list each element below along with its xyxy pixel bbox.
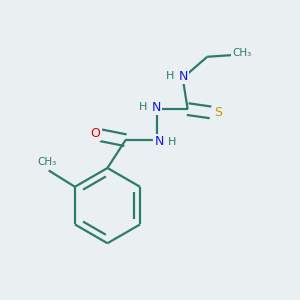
Text: H: H [165, 71, 174, 81]
Text: N: N [152, 101, 161, 114]
Text: N: N [179, 70, 188, 83]
Text: H: H [168, 137, 176, 147]
Text: N: N [154, 135, 164, 148]
Text: H: H [139, 103, 148, 112]
Text: CH₃: CH₃ [38, 157, 57, 167]
Text: O: O [90, 127, 100, 140]
Text: S: S [214, 106, 222, 119]
Text: CH₃: CH₃ [232, 49, 251, 58]
